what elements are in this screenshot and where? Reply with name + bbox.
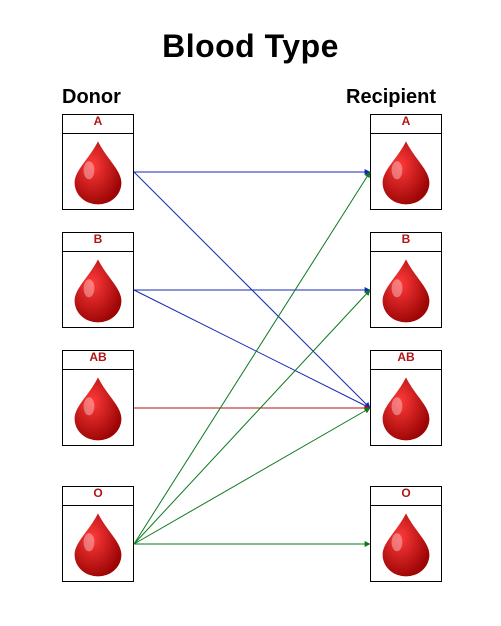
edge-O-to-A	[134, 172, 370, 544]
page-title: Blood Type	[0, 28, 501, 65]
blood-type-label: A	[63, 115, 133, 134]
blood-type-label: O	[63, 487, 133, 506]
blood-drop-icon	[371, 252, 441, 328]
blood-drop-icon	[63, 370, 133, 446]
blood-drop-icon	[63, 252, 133, 328]
edge-O-to-AB	[134, 408, 370, 544]
recipient-card-b: B	[370, 232, 442, 328]
blood-type-label: AB	[63, 351, 133, 370]
donor-header: Donor	[62, 86, 121, 109]
recipient-header: Recipient	[346, 86, 436, 109]
recipient-card-ab: AB	[370, 350, 442, 446]
donor-card-o: O	[62, 486, 134, 582]
blood-type-diagram: Blood Type Donor Recipient A B AB	[0, 0, 501, 626]
blood-type-label: O	[371, 487, 441, 506]
blood-drop-icon	[63, 134, 133, 210]
blood-type-label: B	[63, 233, 133, 252]
blood-drop-icon	[371, 370, 441, 446]
blood-drop-icon	[371, 134, 441, 210]
edge-B-to-AB	[134, 290, 370, 408]
blood-type-label: A	[371, 115, 441, 134]
recipient-card-a: A	[370, 114, 442, 210]
donor-card-a: A	[62, 114, 134, 210]
donor-card-b: B	[62, 232, 134, 328]
blood-type-label: AB	[371, 351, 441, 370]
blood-drop-icon	[371, 506, 441, 582]
edge-A-to-AB	[134, 172, 370, 408]
edge-O-to-B	[134, 290, 370, 544]
donor-card-ab: AB	[62, 350, 134, 446]
blood-type-label: B	[371, 233, 441, 252]
recipient-card-o: O	[370, 486, 442, 582]
blood-drop-icon	[63, 506, 133, 582]
